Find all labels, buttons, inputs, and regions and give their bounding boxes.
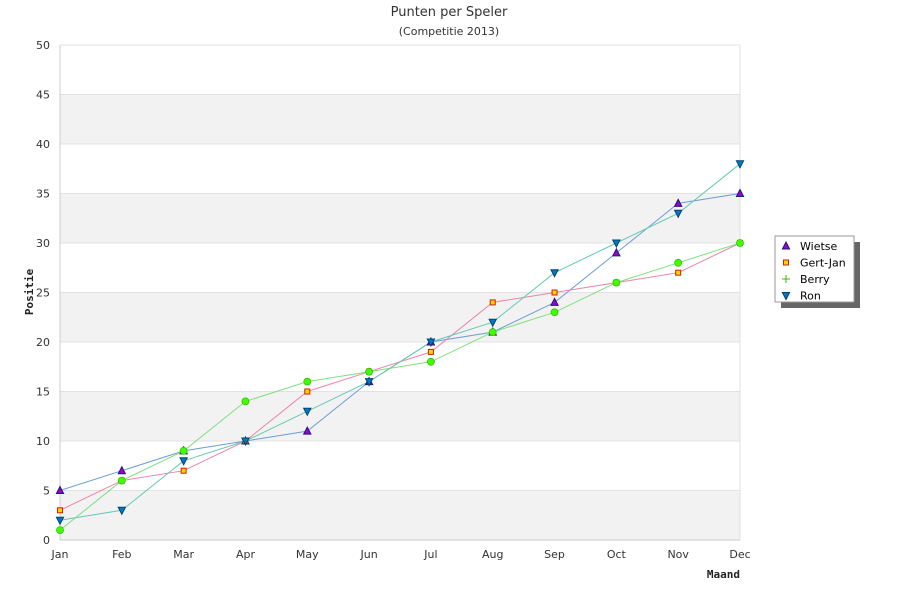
x-tick-label: Jun <box>359 548 377 561</box>
grid-band <box>60 391 740 441</box>
data-point-ron <box>426 338 436 348</box>
data-point-gert-jan <box>551 289 558 296</box>
data-point-berry <box>117 476 126 485</box>
grid-band <box>60 94 740 144</box>
data-point-berry <box>674 258 683 267</box>
y-tick-label: 5 <box>43 485 50 498</box>
grid-band <box>60 45 740 95</box>
legend-swatch-ron <box>781 292 791 301</box>
data-point-berry <box>612 278 621 287</box>
data-point-ron <box>488 318 498 328</box>
legend-label-berry: Berry <box>800 273 830 286</box>
y-tick-label: 40 <box>36 138 50 151</box>
data-point-wietse <box>673 198 683 207</box>
data-point-ron <box>55 516 65 526</box>
y-tick-label: 15 <box>36 386 50 399</box>
y-tick-label: 30 <box>36 237 50 250</box>
x-tick-label: Oct <box>607 548 627 561</box>
x-tick-label: Jan <box>51 548 69 561</box>
series-line-ron <box>59 163 741 521</box>
y-tick-label: 45 <box>36 89 50 102</box>
y-tick-label: 50 <box>36 39 50 52</box>
data-point-ron <box>611 239 621 249</box>
x-tick-label: Dec <box>729 548 750 561</box>
data-point-gert-jan <box>180 467 187 474</box>
data-point-berry <box>303 377 312 386</box>
series-lines <box>59 163 741 531</box>
data-point-ron <box>179 457 189 466</box>
x-tick-label: Sep <box>544 548 565 561</box>
y-tick-label: 20 <box>36 336 50 349</box>
series-line-berry <box>59 242 741 531</box>
data-point-berry <box>56 526 64 534</box>
legend-label-gert-jan: Gert-Jan <box>800 257 846 270</box>
y-axis-title: Positie <box>23 268 36 315</box>
data-point-berry <box>365 367 373 376</box>
axes <box>59 45 741 541</box>
data-point-berry <box>427 357 435 366</box>
data-point-ron <box>673 209 683 219</box>
chart-title: Punten per Speler <box>391 5 508 20</box>
grid-band <box>60 243 740 293</box>
legend-swatch-wietse <box>781 240 791 250</box>
series-markers <box>55 160 745 534</box>
grid-band <box>60 441 740 491</box>
data-point-ron <box>735 160 745 169</box>
y-tick-label: 0 <box>43 534 50 547</box>
x-tick-label: Feb <box>112 548 131 561</box>
x-tick-labels: Jan Feb Mar Apr May Jun Jul Aug Sep Oct Nov Dec <box>51 548 751 561</box>
grid-band <box>60 193 740 243</box>
chart-subtitle: (Competitie 2013) <box>399 25 499 38</box>
data-point-wietse <box>735 188 745 197</box>
data-point-berry <box>241 397 250 406</box>
y-tick-labels: 0 5 10 15 20 25 30 35 40 45 50 <box>36 39 50 547</box>
data-point-berry <box>179 446 188 455</box>
y-tick-label: 35 <box>36 188 50 201</box>
x-tick-label: Jul <box>423 548 437 561</box>
x-axis-title: Maand <box>707 568 740 581</box>
legend-label-wietse: Wietse <box>800 240 838 253</box>
data-point-wietse <box>117 465 127 475</box>
y-tick-label: 25 <box>36 287 50 300</box>
legend-swatch-gert-jan <box>783 259 789 266</box>
grid-band <box>60 292 740 342</box>
data-point-wietse <box>611 247 621 257</box>
x-tick-label: Mar <box>173 548 194 561</box>
data-point-berry <box>736 239 744 247</box>
x-tick-label: Nov <box>667 548 689 561</box>
legend-label-ron: Ron <box>800 290 821 303</box>
data-point-ron <box>302 407 312 417</box>
data-point-wietse <box>55 485 65 494</box>
data-point-ron <box>364 378 374 387</box>
legend: Wietse Gert-Jan Berry Ron <box>774 235 860 308</box>
x-tick-label: Apr <box>236 548 256 561</box>
grid-band <box>60 144 740 194</box>
data-point-gert-jan <box>57 507 63 514</box>
data-point-wietse <box>550 297 559 306</box>
y-tick-label: 10 <box>36 435 50 448</box>
data-point-ron <box>241 437 250 447</box>
data-point-gert-jan <box>304 388 311 395</box>
grid-band <box>60 490 740 540</box>
data-point-ron <box>117 506 127 516</box>
data-point-ron <box>550 269 559 278</box>
data-point-berry <box>488 328 497 337</box>
x-tick-label: May <box>296 548 319 561</box>
data-point-berry <box>550 308 559 317</box>
x-tick-label: Aug <box>482 548 503 561</box>
grid-bands <box>60 44 740 541</box>
data-point-gert-jan <box>675 269 682 276</box>
data-point-gert-jan <box>427 348 434 355</box>
data-point-gert-jan <box>489 299 496 306</box>
data-point-wietse <box>302 426 312 435</box>
